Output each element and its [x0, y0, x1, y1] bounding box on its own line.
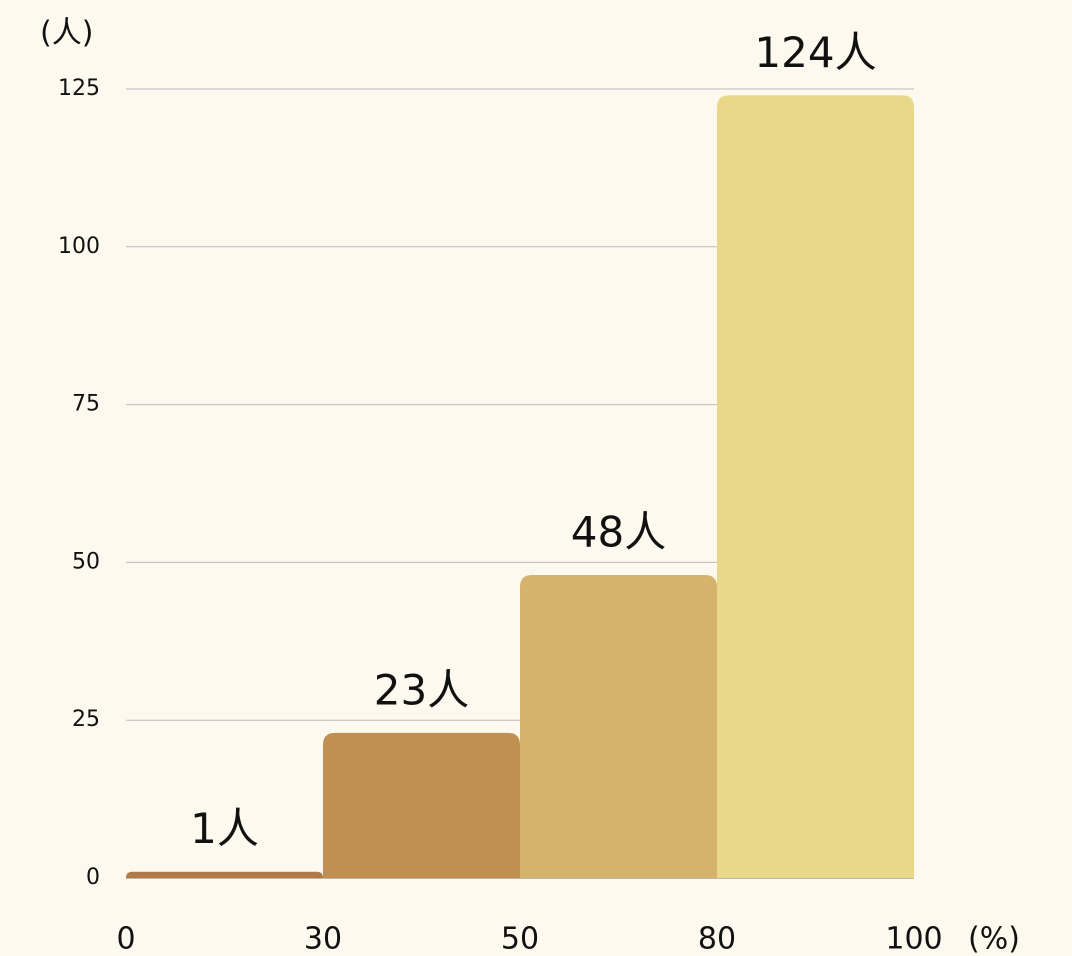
x-axis-label: (%): [968, 922, 1020, 956]
y-tick-label: 125: [58, 76, 100, 101]
y-axis-label: (人): [40, 16, 93, 51]
x-tick-label: 50: [501, 922, 539, 956]
value-label: 124人: [754, 28, 876, 77]
y-tick-label: 0: [86, 865, 100, 890]
bar: [520, 575, 717, 878]
value-label: 1人: [190, 804, 259, 853]
y-tick-label: 25: [72, 707, 100, 732]
value-label: 23人: [374, 665, 469, 714]
x-tick-label: 0: [116, 922, 135, 956]
y-tick-label: 75: [72, 392, 100, 417]
x-tick-label: 80: [698, 922, 736, 956]
value-label: 48人: [571, 508, 666, 557]
x-tick-label: 100: [885, 922, 942, 956]
bar: [717, 95, 914, 878]
bar: [323, 732, 520, 878]
x-tick-label: 30: [304, 922, 342, 956]
bar: [126, 871, 323, 878]
y-tick-label: 100: [58, 234, 100, 259]
y-tick-label: 50: [72, 549, 100, 574]
